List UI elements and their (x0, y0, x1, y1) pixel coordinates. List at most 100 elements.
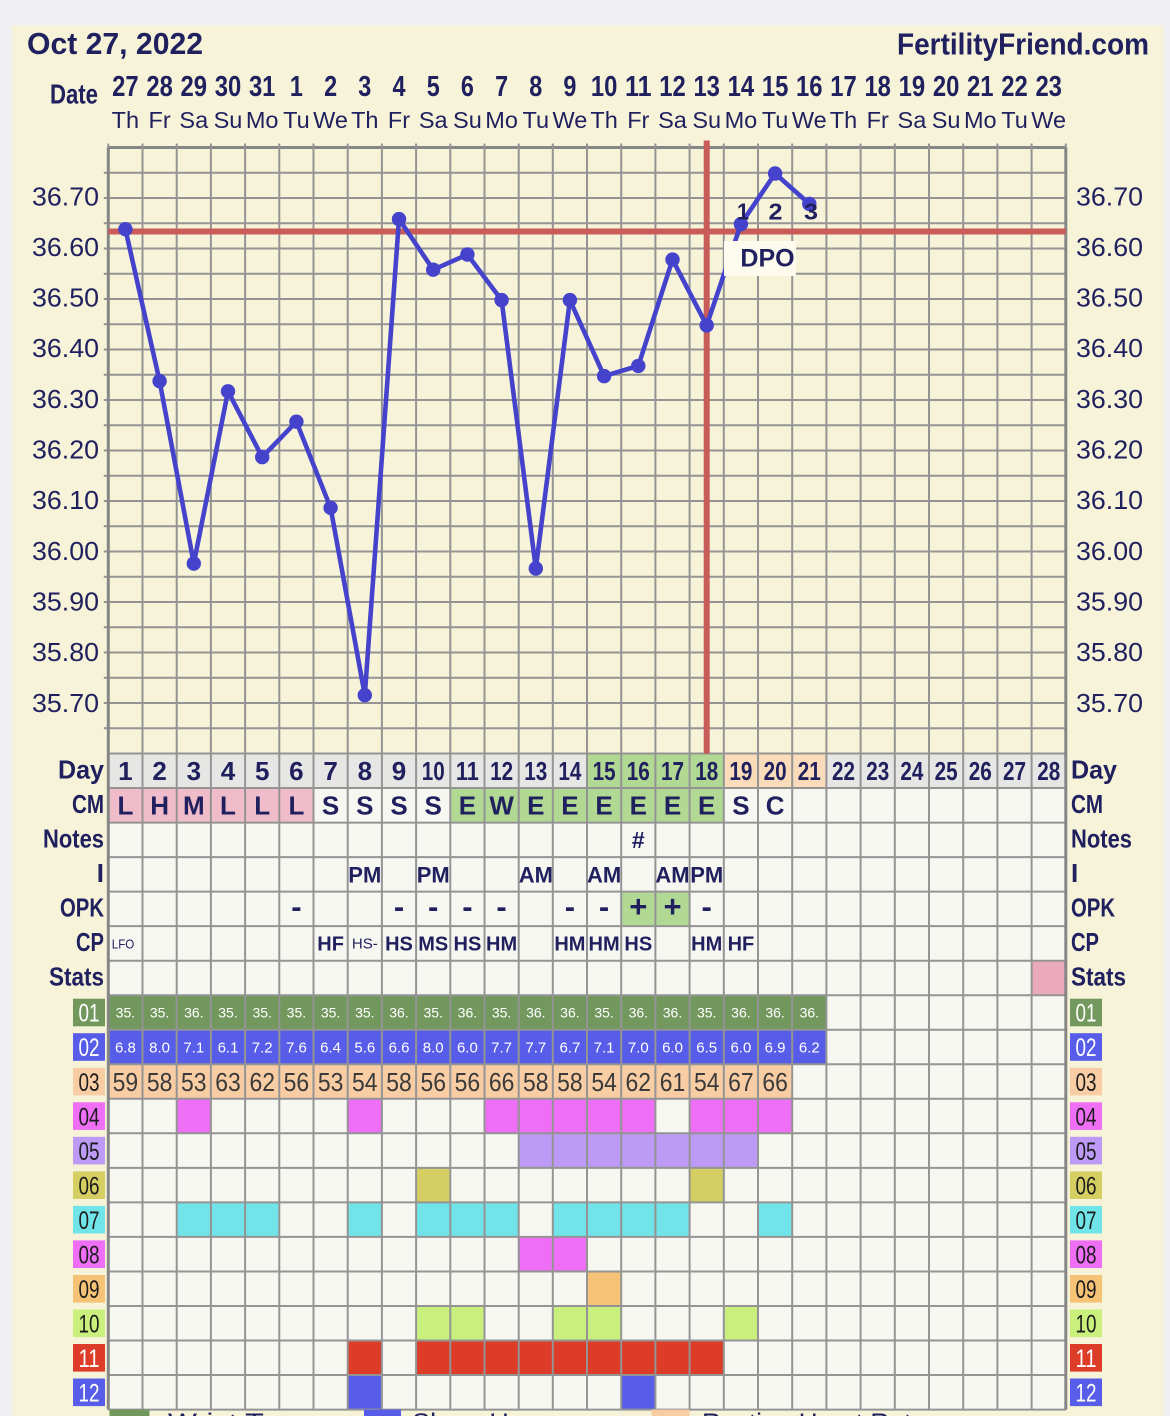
svg-text:7.6: 7.6 (286, 1040, 307, 1057)
svg-text:Wrist Temp: Wrist Temp (168, 1408, 320, 1416)
svg-text:35.90: 35.90 (32, 587, 99, 617)
svg-text:61: 61 (660, 1067, 686, 1097)
svg-text:36.: 36. (765, 1005, 784, 1021)
svg-text:35.: 35. (252, 1005, 271, 1021)
svg-text:-: - (496, 889, 506, 924)
svg-text:Su: Su (214, 107, 243, 133)
svg-text:-: - (428, 889, 438, 924)
svg-text:4: 4 (221, 756, 236, 786)
svg-text:HF: HF (317, 933, 344, 955)
svg-text:Mo: Mo (964, 107, 997, 133)
svg-text:7.7: 7.7 (525, 1040, 546, 1057)
svg-text:36.10: 36.10 (32, 485, 99, 515)
svg-text:-: - (462, 889, 472, 924)
svg-text:10: 10 (422, 756, 445, 786)
svg-text:We: We (1031, 107, 1066, 133)
svg-text:36.: 36. (458, 1005, 477, 1021)
svg-text:16: 16 (796, 71, 823, 103)
svg-text:36.50: 36.50 (1076, 283, 1143, 313)
svg-text:Sa: Sa (658, 107, 688, 133)
svg-text:E: E (527, 790, 544, 820)
svg-text:14: 14 (728, 71, 755, 103)
svg-text:19: 19 (729, 756, 752, 786)
svg-text:08: 08 (79, 1241, 100, 1269)
svg-text:11: 11 (1076, 1345, 1097, 1373)
svg-text:15: 15 (593, 756, 616, 786)
svg-text:11: 11 (456, 756, 479, 786)
svg-text:35.: 35. (423, 1005, 442, 1021)
svg-text:06: 06 (1076, 1172, 1097, 1200)
svg-text:CP: CP (1071, 927, 1099, 957)
svg-text:36.: 36. (629, 1005, 648, 1021)
svg-text:E: E (630, 790, 647, 820)
svg-text:36.60: 36.60 (32, 232, 99, 262)
svg-text:36.60: 36.60 (1076, 232, 1143, 262)
svg-text:13: 13 (693, 71, 720, 103)
svg-text:E: E (664, 790, 681, 820)
svg-text:6: 6 (461, 71, 474, 103)
svg-text:6.1: 6.1 (218, 1040, 239, 1057)
svg-text:-: - (291, 889, 301, 924)
svg-text:L: L (117, 790, 133, 820)
svg-text:LFO: LFO (112, 936, 135, 951)
svg-text:36.70: 36.70 (32, 181, 99, 211)
svg-text:11: 11 (79, 1345, 100, 1373)
svg-text:36.40: 36.40 (32, 333, 99, 363)
svg-text:36.50: 36.50 (32, 283, 99, 313)
svg-text:17: 17 (830, 71, 857, 103)
svg-text:22: 22 (1001, 71, 1028, 103)
svg-text:Stats: Stats (49, 961, 104, 991)
svg-text:Day: Day (58, 754, 105, 784)
svg-text:Date: Date (50, 79, 98, 110)
svg-text:23: 23 (866, 756, 889, 786)
svg-text:1: 1 (737, 199, 749, 225)
svg-text:3: 3 (804, 199, 818, 225)
svg-text:36.: 36. (560, 1005, 579, 1021)
svg-text:62: 62 (249, 1067, 275, 1097)
svg-text:35.: 35. (218, 1005, 237, 1021)
svg-text:+: + (663, 889, 681, 924)
svg-text:35.: 35. (321, 1005, 340, 1021)
svg-text:36.30: 36.30 (1076, 384, 1143, 414)
svg-text:58: 58 (557, 1067, 583, 1097)
svg-text:HM: HM (589, 933, 620, 955)
svg-text:HF: HF (728, 933, 755, 955)
svg-text:36.: 36. (526, 1005, 545, 1021)
svg-text:09: 09 (1076, 1276, 1097, 1304)
svg-text:C: C (766, 790, 785, 820)
svg-text:Su: Su (453, 107, 482, 133)
svg-text:35.: 35. (287, 1005, 306, 1021)
svg-text:9: 9 (563, 71, 576, 103)
svg-text:Th: Th (112, 107, 139, 133)
svg-text:S: S (732, 790, 749, 820)
svg-text:5.6: 5.6 (354, 1040, 375, 1057)
svg-text:36.20: 36.20 (1076, 435, 1143, 465)
svg-text:29: 29 (181, 71, 208, 103)
svg-text:15: 15 (762, 71, 789, 103)
svg-text:7.1: 7.1 (183, 1040, 204, 1057)
svg-text:35.90: 35.90 (1076, 587, 1143, 617)
svg-text:Sa: Sa (898, 107, 928, 133)
svg-text:Fr: Fr (149, 107, 171, 133)
svg-text:36.20: 36.20 (32, 435, 99, 465)
svg-text:36.: 36. (731, 1005, 750, 1021)
svg-text:S: S (322, 790, 339, 820)
svg-text:14: 14 (558, 756, 581, 786)
svg-text:DPO: DPO (740, 245, 794, 273)
svg-text:HM: HM (554, 933, 585, 955)
svg-text:28: 28 (146, 71, 173, 103)
svg-text:12: 12 (79, 1380, 100, 1408)
svg-text:62: 62 (626, 1067, 652, 1097)
svg-text:8: 8 (529, 71, 542, 103)
svg-text:56: 56 (455, 1067, 481, 1097)
svg-text:Tu: Tu (523, 107, 550, 133)
svg-text:3: 3 (187, 756, 201, 786)
svg-text:7.1: 7.1 (594, 1040, 615, 1057)
svg-text:22: 22 (832, 756, 855, 786)
svg-text:We: We (792, 107, 827, 133)
svg-text:35.: 35. (150, 1005, 169, 1021)
svg-text:HS: HS (385, 933, 413, 955)
svg-text:PM: PM (690, 862, 723, 887)
svg-text:21: 21 (967, 71, 994, 103)
svg-text:HS-: HS- (352, 935, 378, 952)
